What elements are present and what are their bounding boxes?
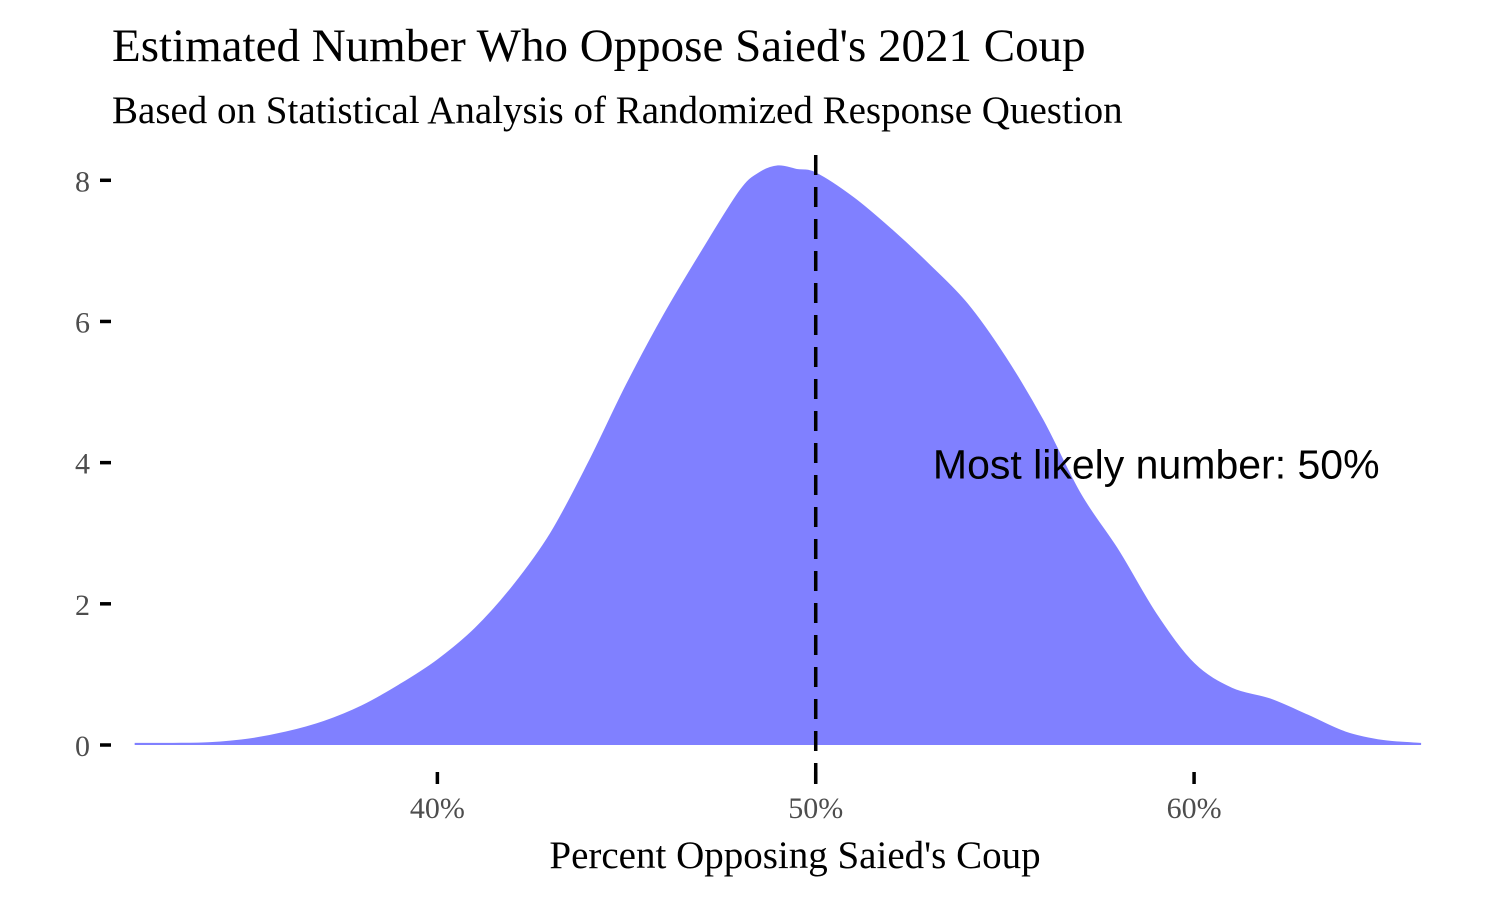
y-axis-tick-label: 8 xyxy=(75,165,90,198)
x-axis-tick-label: 40% xyxy=(410,792,465,825)
y-axis-tick-label: 2 xyxy=(75,589,90,622)
density-outline xyxy=(134,165,1422,745)
x-axis-tick-label: 50% xyxy=(788,792,843,825)
y-axis-tick-label: 6 xyxy=(75,306,90,339)
x-axis-title: Percent Opposing Saied's Coup xyxy=(549,834,1040,877)
chart-title: Estimated Number Who Oppose Saied's 2021… xyxy=(112,20,1086,72)
chart-subtitle: Based on Statistical Analysis of Randomi… xyxy=(112,89,1123,132)
density-area xyxy=(134,166,1422,746)
y-axis-tick-label: 0 xyxy=(75,730,90,763)
annotation-most-likely: Most likely number: 50% xyxy=(933,442,1380,488)
y-axis-tick-label: 4 xyxy=(75,448,90,481)
plot-area: 0 2 4 6 8 40% 50% 60% Most likely number: 50% xyxy=(75,155,1422,825)
x-axis-tick-label: 60% xyxy=(1167,792,1222,825)
